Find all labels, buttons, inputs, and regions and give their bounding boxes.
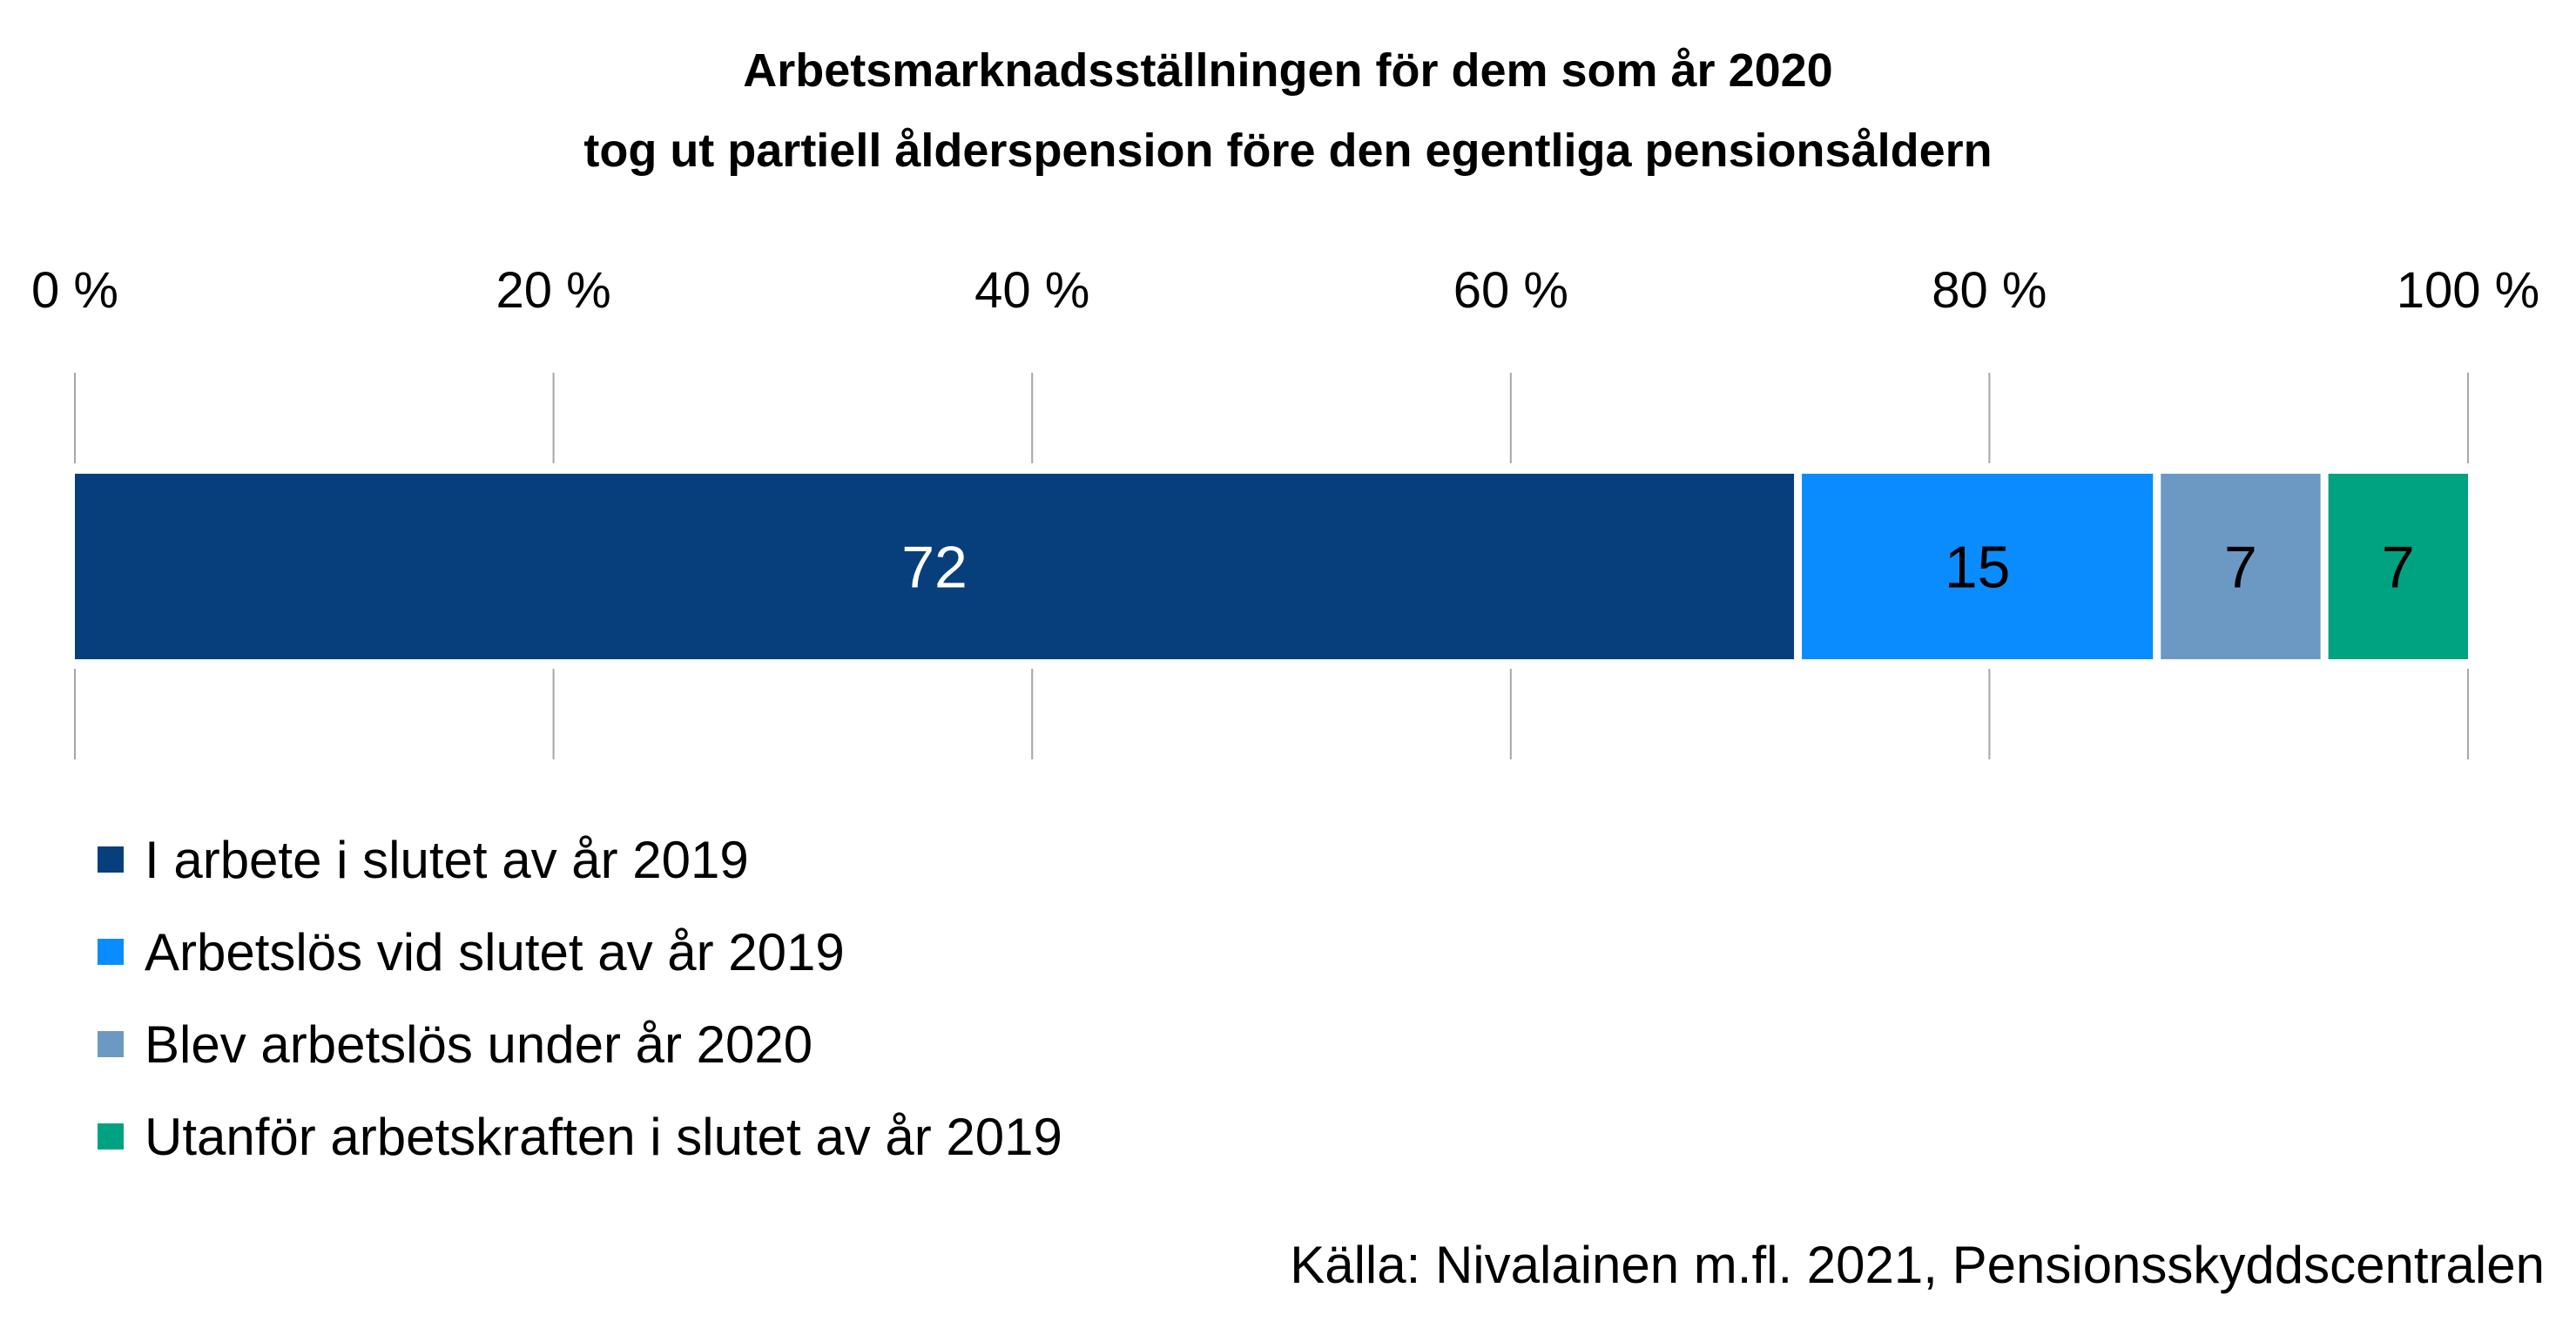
- x-tick-label: 0 %: [31, 262, 118, 319]
- legend-item: Utanför arbetskraften i slutet av år 201…: [98, 1090, 1062, 1183]
- x-tick-label: 40 %: [974, 262, 1089, 319]
- bar-segment: [75, 474, 1795, 659]
- x-tick-label: 100 %: [2397, 262, 2539, 319]
- legend-label: Utanför arbetskraften i slutet av år 201…: [145, 1107, 1062, 1166]
- legend-item: I arbete i slutet av år 2019: [98, 813, 1062, 906]
- bar-segment: [2328, 474, 2468, 659]
- legend-swatch: [98, 846, 124, 873]
- bar-segment: [2161, 474, 2321, 659]
- x-tick-label: 80 %: [1932, 262, 2047, 319]
- legend-item: Arbetslös vid slutet av år 2019: [98, 906, 1062, 998]
- data-label: 7: [2224, 535, 2257, 601]
- legend-label: Arbetslös vid slutet av år 2019: [145, 922, 845, 981]
- legend-item: Blev arbetslös under år 2020: [98, 998, 1062, 1090]
- data-label: 7: [2382, 535, 2415, 601]
- legend: I arbete i slutet av år 2019 Arbetslös vi…: [98, 813, 1062, 1183]
- source-note: Källa: Nivalainen m.fl. 2021, Pensionssk…: [1290, 1236, 2545, 1294]
- legend-swatch: [98, 1031, 124, 1057]
- data-label: 72: [901, 535, 968, 601]
- legend-label: Blev arbetslös under år 2020: [145, 1015, 813, 1074]
- bar-segment: [1802, 474, 2154, 659]
- legend-label: I arbete i slutet av år 2019: [145, 830, 749, 889]
- legend-swatch: [98, 939, 124, 965]
- legend-swatch: [98, 1123, 124, 1150]
- stacked-bar-chart: 0 % 20 % 40 % 60 % 80 % 100 % 72 15 7 7: [31, 262, 2539, 759]
- x-tick-label: 60 %: [1453, 262, 1568, 319]
- data-label: 15: [1945, 535, 2011, 601]
- chart-subtitle: tog ut partiell ålderspension före den e…: [583, 125, 1993, 177]
- x-tick-label: 20 %: [496, 262, 610, 319]
- chart-title: Arbetsmarknadsställningen för dem som år…: [743, 44, 1833, 97]
